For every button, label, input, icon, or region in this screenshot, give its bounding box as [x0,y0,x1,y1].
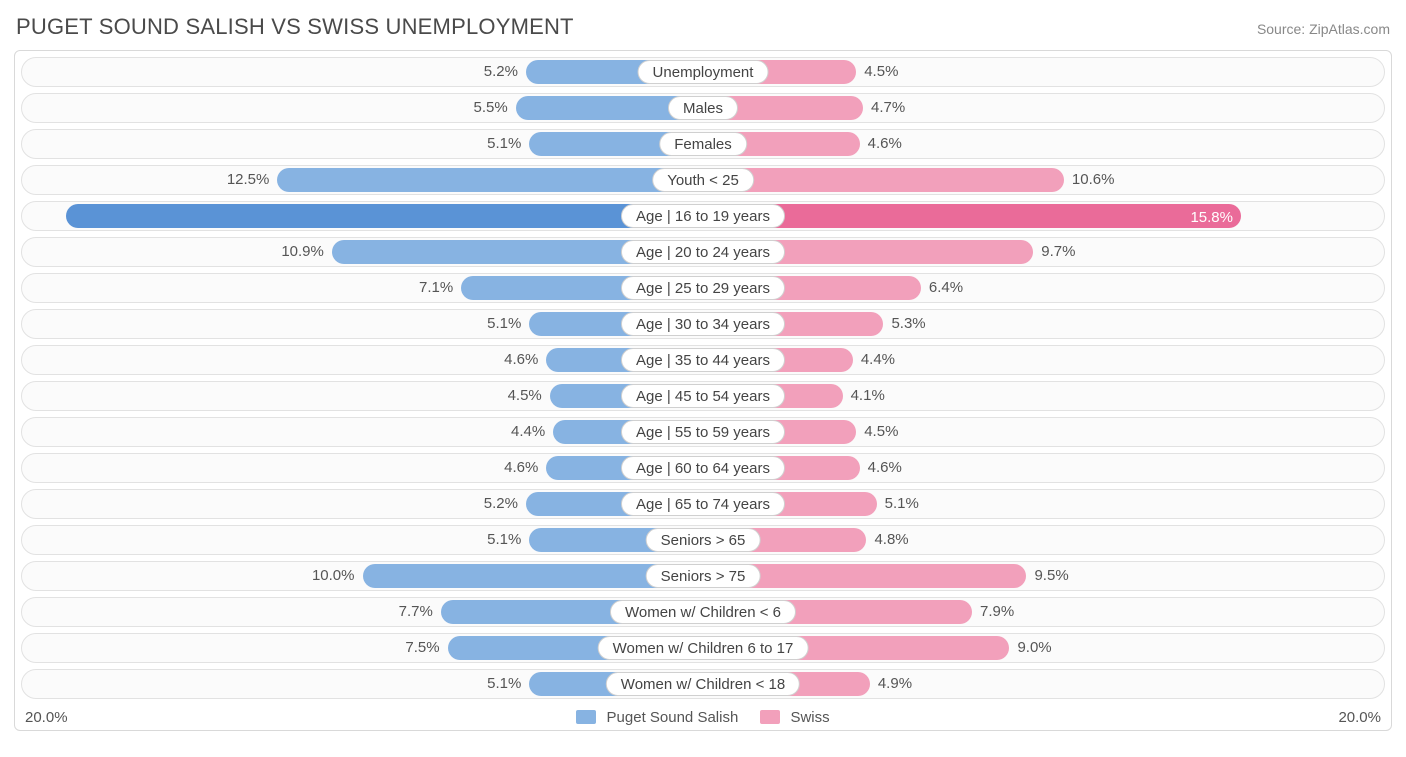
chart-row: 5.1% 4.9% Women w/ Children < 18 [21,669,1385,699]
value-left: 7.5% [405,634,439,662]
category-label: Seniors > 75 [646,564,761,588]
value-right: 9.0% [1017,634,1051,662]
value-left: 5.2% [484,490,518,518]
value-left: 12.5% [227,166,270,194]
category-label: Males [668,96,738,120]
value-right: 4.5% [864,418,898,446]
category-label: Age | 55 to 59 years [621,420,785,444]
category-label: Age | 20 to 24 years [621,240,785,264]
value-left: 7.1% [419,274,453,302]
value-right: 4.6% [868,454,902,482]
legend-label-right: Swiss [790,709,829,726]
value-left: 4.6% [504,346,538,374]
category-label: Women w/ Children < 18 [606,672,800,696]
chart-header: PUGET SOUND SALISH VS SWISS UNEMPLOYMENT… [14,10,1392,50]
bar-left: 18.7% [66,204,703,228]
value-right: 4.9% [878,670,912,698]
value-right: 4.5% [864,58,898,86]
chart-row: 18.7% 15.8%Age | 16 to 19 years [21,201,1385,231]
value-left: 4.4% [511,418,545,446]
value-right: 10.6% [1072,166,1115,194]
chart-footer: 20.0% Puget Sound Salish Swiss 20.0% [21,705,1385,726]
chart-row: 7.5% 9.0% Women w/ Children 6 to 17 [21,633,1385,663]
chart-row: 4.5% 4.1% Age | 45 to 54 years [21,381,1385,411]
value-left: 4.5% [508,382,542,410]
chart-source: Source: ZipAtlas.com [1257,21,1390,37]
bar-left [277,168,703,192]
chart-row: 5.2% 5.1% Age | 65 to 74 years [21,489,1385,519]
category-label: Age | 25 to 29 years [621,276,785,300]
chart-row: 4.6% 4.6% Age | 60 to 64 years [21,453,1385,483]
value-right: 4.8% [874,526,908,554]
value-right: 15.8% [711,204,1233,232]
chart-row: 5.1% 5.3% Age | 30 to 34 years [21,309,1385,339]
value-right: 9.7% [1041,238,1075,266]
value-right: 5.1% [885,490,919,518]
chart-row: 7.7% 7.9% Women w/ Children < 6 [21,597,1385,627]
value-right: 7.9% [980,598,1014,626]
value-left: 5.1% [487,670,521,698]
category-label: Age | 65 to 74 years [621,492,785,516]
bar-right [703,168,1064,192]
chart-title: PUGET SOUND SALISH VS SWISS UNEMPLOYMENT [16,14,574,40]
chart-row: 10.0% 9.5% Seniors > 75 [21,561,1385,591]
chart-row: 5.5% 4.7% Males [21,93,1385,123]
axis-max-right: 20.0% [1338,709,1381,726]
category-label: Unemployment [638,60,769,84]
chart-row: 4.4% 4.5% Age | 55 to 59 years [21,417,1385,447]
value-left: 4.6% [504,454,538,482]
value-right: 4.4% [861,346,895,374]
chart-row: 5.2% 4.5% Unemployment [21,57,1385,87]
value-right: 4.7% [871,94,905,122]
legend-item-right: Swiss [760,709,829,726]
value-right: 4.1% [851,382,885,410]
chart-row: 4.6% 4.4% Age | 35 to 44 years [21,345,1385,375]
value-left: 7.7% [399,598,433,626]
category-label: Females [659,132,747,156]
category-label: Women w/ Children 6 to 17 [598,636,809,660]
value-left: 10.9% [281,238,324,266]
legend-swatch-left [576,710,596,724]
legend-swatch-right [760,710,780,724]
value-left: 5.2% [484,58,518,86]
chart-row: 5.1% 4.8% Seniors > 65 [21,525,1385,555]
value-right: 5.3% [891,310,925,338]
value-right: 4.6% [868,130,902,158]
axis-max-left: 20.0% [25,709,68,726]
value-right: 9.5% [1034,562,1068,590]
category-label: Age | 35 to 44 years [621,348,785,372]
category-label: Age | 16 to 19 years [621,204,785,228]
chart-row: 12.5% 10.6% Youth < 25 [21,165,1385,195]
chart-row: 10.9% 9.7% Age | 20 to 24 years [21,237,1385,267]
chart-legend: Puget Sound Salish Swiss [576,709,829,726]
value-left: 10.0% [312,562,355,590]
legend-item-left: Puget Sound Salish [576,709,738,726]
category-label: Age | 45 to 54 years [621,384,785,408]
chart-row: 5.1% 4.6% Females [21,129,1385,159]
value-left: 5.1% [487,526,521,554]
diverging-bar-chart: 5.2% 4.5% Unemployment 5.5% 4.7% Males 5.1% 4.6… [14,50,1392,731]
value-left: 5.1% [487,130,521,158]
category-label: Age | 30 to 34 years [621,312,785,336]
value-left: 5.1% [487,310,521,338]
category-label: Youth < 25 [652,168,754,192]
category-label: Age | 60 to 64 years [621,456,785,480]
chart-row: 7.1% 6.4% Age | 25 to 29 years [21,273,1385,303]
value-right: 6.4% [929,274,963,302]
category-label: Women w/ Children < 6 [610,600,796,624]
category-label: Seniors > 65 [646,528,761,552]
legend-label-left: Puget Sound Salish [607,709,739,726]
value-left: 5.5% [474,94,508,122]
